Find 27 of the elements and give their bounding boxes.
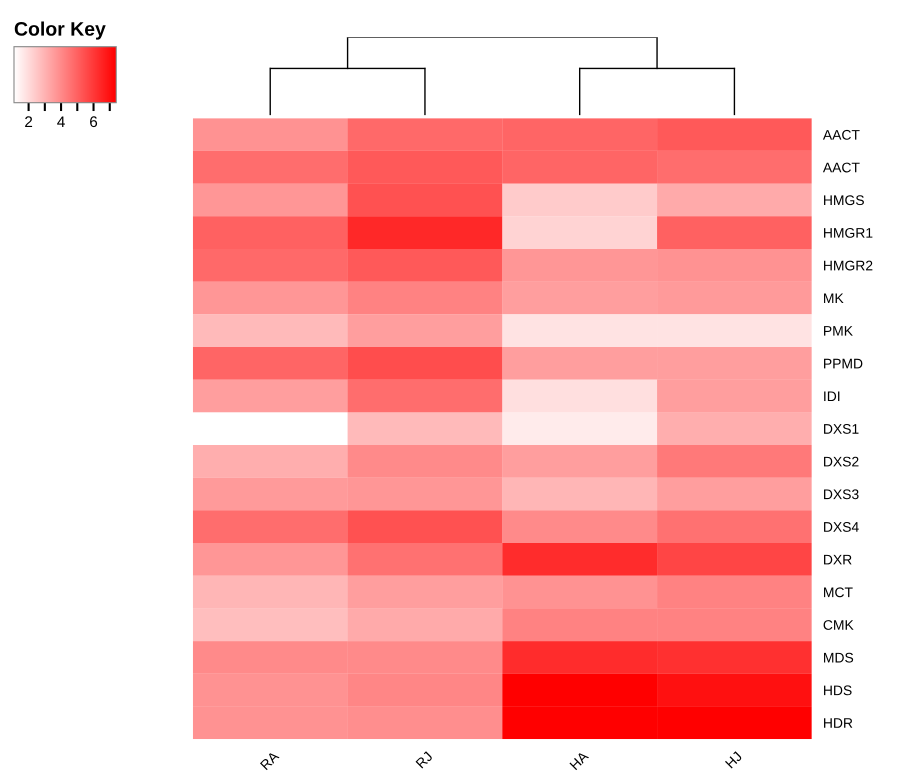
x-tick-label: HA <box>569 750 590 770</box>
color-bar-label: 2 <box>25 116 32 127</box>
y-tick-label: AACT <box>822 130 860 140</box>
y-tick-label: MCT <box>824 587 853 598</box>
y-tick-label: DXS3 <box>824 489 859 500</box>
color-bar-label: 6 <box>90 116 98 128</box>
y-tick-label: HDS <box>824 685 852 696</box>
y-tick-label: HMGR2 <box>824 260 872 270</box>
y-tick-label: PMK <box>824 326 853 336</box>
y-tick-label: PPMD <box>824 358 862 368</box>
color-bar-label: 4 <box>57 116 65 127</box>
y-tick-label: AACT <box>822 162 860 172</box>
y-tick-label: HMGS <box>824 195 864 206</box>
y-tick-label: DXS4 <box>824 522 859 532</box>
y-tick-label: CMK <box>824 620 854 630</box>
y-tick-label: DXS2 <box>824 456 858 467</box>
y-tick-label: HMGR1 <box>824 228 872 238</box>
y-tick-label: IDI <box>824 391 840 402</box>
y-tick-label: DXR <box>824 554 852 564</box>
x-tick-label: RA <box>260 750 280 770</box>
y-tick-label: MK <box>824 293 844 304</box>
x-tick-label: RJ <box>416 751 433 769</box>
y-tick-label: DXS1 <box>824 424 858 434</box>
x-tick-label: HJ <box>725 751 742 769</box>
color-bar-title: Color Key <box>14 21 106 40</box>
y-tick-label: HDR <box>824 718 852 728</box>
y-tick-label: MDS <box>824 652 854 663</box>
